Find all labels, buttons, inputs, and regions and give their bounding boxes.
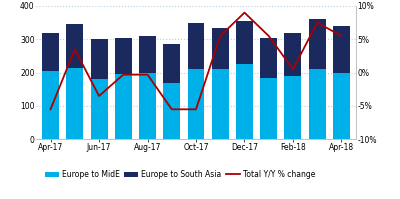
Bar [188, 69, 204, 139]
Bar [212, 28, 229, 69]
Bar [333, 73, 350, 139]
Bar [333, 26, 350, 73]
Bar [115, 38, 132, 74]
Bar [42, 71, 59, 139]
Total Y/Y % change [169, 108, 174, 110]
Bar [66, 68, 83, 139]
Total Y/Y % change [266, 35, 271, 37]
Bar [236, 64, 253, 139]
Bar [66, 24, 83, 68]
Total Y/Y % change [145, 73, 150, 76]
Bar [90, 79, 108, 139]
Bar [139, 36, 156, 73]
Bar [139, 73, 156, 139]
Legend: Europe to MidE, Europe to South Asia, Total Y/Y % change: Europe to MidE, Europe to South Asia, To… [42, 167, 318, 182]
Total Y/Y % change [121, 73, 126, 76]
Bar [284, 76, 302, 139]
Total Y/Y % change [218, 35, 223, 37]
Bar [42, 33, 59, 71]
Total Y/Y % change [48, 108, 53, 110]
Bar [309, 19, 326, 69]
Bar [90, 39, 108, 79]
Total Y/Y % change [339, 35, 344, 37]
Bar [163, 44, 180, 83]
Bar [260, 78, 277, 139]
Total Y/Y % change [72, 48, 77, 51]
Bar [236, 21, 253, 64]
Total Y/Y % change [290, 68, 295, 70]
Bar [163, 83, 180, 139]
Bar [260, 38, 277, 78]
Total Y/Y % change [242, 11, 247, 14]
Line: Total Y/Y % change: Total Y/Y % change [50, 13, 342, 109]
Total Y/Y % change [315, 21, 320, 24]
Bar [188, 23, 204, 69]
Bar [309, 69, 326, 139]
Total Y/Y % change [97, 95, 102, 97]
Bar [212, 69, 229, 139]
Bar [115, 74, 132, 139]
Bar [284, 33, 302, 76]
Total Y/Y % change [194, 108, 198, 110]
